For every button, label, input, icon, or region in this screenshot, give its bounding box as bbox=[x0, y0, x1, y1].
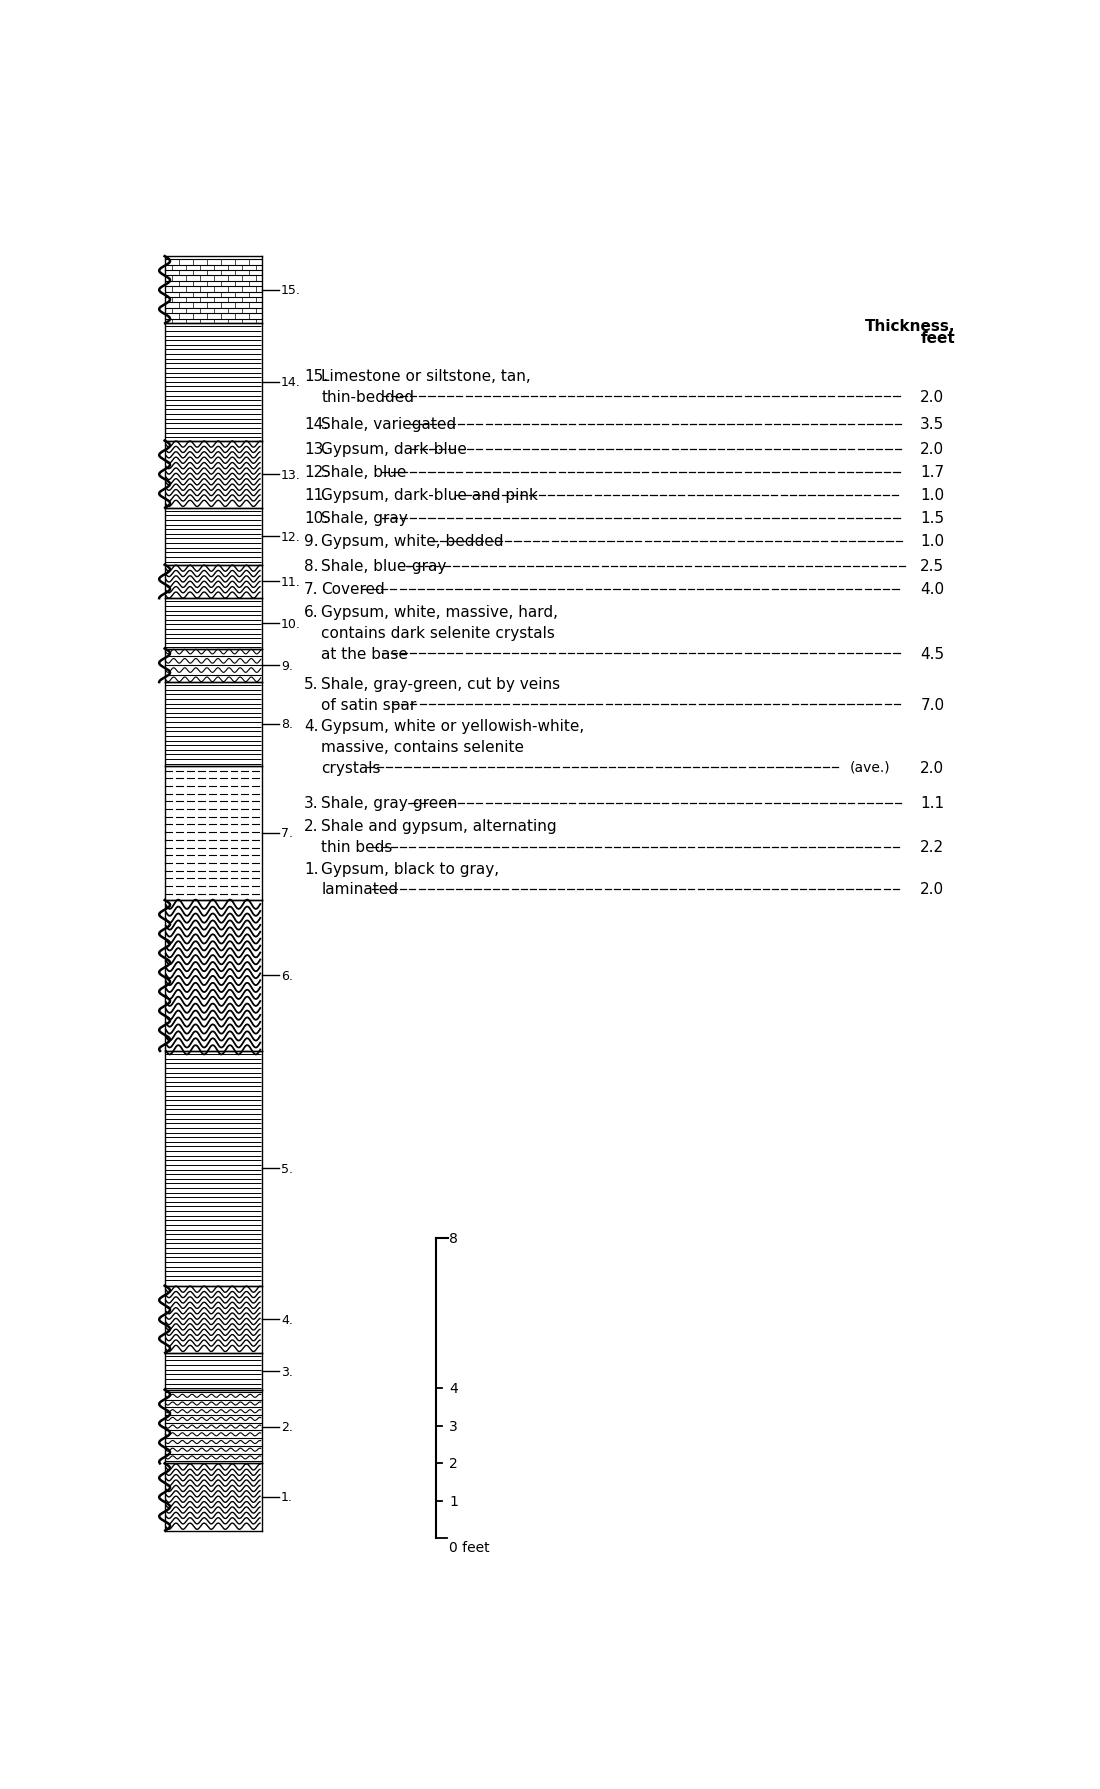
Text: laminated: laminated bbox=[321, 882, 398, 896]
Text: (ave.): (ave.) bbox=[849, 760, 890, 775]
Text: Gypsum, dark-blue and pink: Gypsum, dark-blue and pink bbox=[321, 488, 538, 503]
Text: Shale, gray: Shale, gray bbox=[321, 512, 408, 526]
Text: 15.: 15. bbox=[280, 284, 300, 297]
Text: 5.: 5. bbox=[304, 676, 319, 691]
Text: Shale and gypsum, alternating: Shale and gypsum, alternating bbox=[321, 819, 557, 834]
Bar bbox=[165, 324, 262, 442]
Text: 10.: 10. bbox=[280, 617, 300, 630]
Text: 3.: 3. bbox=[304, 796, 319, 810]
Text: 12.: 12. bbox=[304, 465, 328, 479]
Text: 1.5: 1.5 bbox=[921, 512, 945, 526]
Text: Gypsum, black to gray,: Gypsum, black to gray, bbox=[321, 861, 499, 877]
Text: Shale, gray-green: Shale, gray-green bbox=[321, 796, 458, 810]
Bar bbox=[165, 900, 262, 1052]
Text: 7.: 7. bbox=[304, 581, 319, 598]
Text: thin-bedded: thin-bedded bbox=[321, 390, 415, 404]
Text: 9.: 9. bbox=[304, 535, 319, 549]
Text: 2.0: 2.0 bbox=[921, 760, 945, 775]
Text: of satin spar: of satin spar bbox=[321, 698, 417, 712]
Text: 11.: 11. bbox=[280, 576, 300, 589]
Bar bbox=[165, 766, 262, 900]
Text: crystals: crystals bbox=[321, 760, 381, 775]
Text: 8.: 8. bbox=[304, 558, 319, 574]
Text: 6.: 6. bbox=[280, 970, 293, 982]
Bar bbox=[165, 599, 262, 649]
Text: 4.: 4. bbox=[304, 719, 319, 733]
Bar bbox=[165, 442, 262, 508]
Text: 2.0: 2.0 bbox=[921, 442, 945, 456]
Text: 2.5: 2.5 bbox=[921, 558, 945, 574]
Text: 13.: 13. bbox=[280, 469, 300, 481]
Text: 9.: 9. bbox=[280, 660, 293, 673]
Text: 7.: 7. bbox=[280, 827, 293, 841]
Text: Shale, variegated: Shale, variegated bbox=[321, 417, 456, 433]
Text: 2.0: 2.0 bbox=[921, 390, 945, 404]
Text: 14.: 14. bbox=[280, 376, 300, 390]
Text: 13.: 13. bbox=[304, 442, 329, 456]
Text: Shale, blue: Shale, blue bbox=[321, 465, 407, 479]
Text: 3.5: 3.5 bbox=[921, 417, 945, 433]
Text: 4.0: 4.0 bbox=[921, 581, 945, 598]
Text: 1: 1 bbox=[449, 1494, 458, 1508]
Text: Gypsum, white or yellowish-white,: Gypsum, white or yellowish-white, bbox=[321, 719, 584, 733]
Text: Limestone or siltstone, tan,: Limestone or siltstone, tan, bbox=[321, 369, 531, 383]
Text: 8: 8 bbox=[449, 1231, 458, 1245]
Bar bbox=[165, 565, 262, 599]
Text: 0 feet: 0 feet bbox=[449, 1540, 490, 1555]
Bar bbox=[165, 649, 262, 683]
Text: 11.: 11. bbox=[304, 488, 328, 503]
Text: feet: feet bbox=[921, 331, 955, 347]
Text: thin beds: thin beds bbox=[321, 839, 393, 855]
Text: 2.: 2. bbox=[304, 819, 319, 834]
Text: 4.: 4. bbox=[280, 1313, 293, 1326]
Text: 2.: 2. bbox=[280, 1420, 293, 1433]
Text: Shale, gray-green, cut by veins: Shale, gray-green, cut by veins bbox=[321, 676, 560, 691]
Text: 8.: 8. bbox=[280, 717, 293, 732]
Bar bbox=[165, 1463, 262, 1531]
Text: 1.7: 1.7 bbox=[921, 465, 945, 479]
Text: 6.: 6. bbox=[304, 605, 319, 619]
Text: 2.0: 2.0 bbox=[921, 882, 945, 896]
Text: 2.2: 2.2 bbox=[921, 839, 945, 855]
Text: Shale, blue-gray: Shale, blue-gray bbox=[321, 558, 447, 574]
Text: 14.: 14. bbox=[304, 417, 328, 433]
Text: 3: 3 bbox=[449, 1419, 458, 1433]
Text: 10.: 10. bbox=[304, 512, 328, 526]
Text: Thickness,: Thickness, bbox=[865, 318, 955, 335]
Text: 12.: 12. bbox=[280, 530, 300, 544]
Bar bbox=[165, 1052, 262, 1286]
Text: 7.0: 7.0 bbox=[921, 698, 945, 712]
Text: 4.5: 4.5 bbox=[921, 646, 945, 662]
Text: massive, contains selenite: massive, contains selenite bbox=[321, 739, 525, 755]
Bar bbox=[165, 508, 262, 565]
Text: 1.: 1. bbox=[280, 1490, 293, 1503]
Bar bbox=[165, 1390, 262, 1463]
Bar bbox=[165, 258, 262, 324]
Text: Covered: Covered bbox=[321, 581, 385, 598]
Text: 3.: 3. bbox=[280, 1365, 293, 1378]
Text: 1.1: 1.1 bbox=[921, 796, 945, 810]
Text: 2: 2 bbox=[449, 1456, 458, 1471]
Text: 15.: 15. bbox=[304, 369, 328, 383]
Text: Gypsum, white, massive, hard,: Gypsum, white, massive, hard, bbox=[321, 605, 558, 619]
Text: at the base: at the base bbox=[321, 646, 408, 662]
Bar bbox=[165, 1286, 262, 1352]
Text: 4: 4 bbox=[449, 1381, 458, 1395]
Text: contains dark selenite crystals: contains dark selenite crystals bbox=[321, 626, 556, 640]
Text: 5.: 5. bbox=[280, 1163, 293, 1175]
Bar bbox=[165, 1352, 262, 1390]
Text: Gypsum, dark-blue: Gypsum, dark-blue bbox=[321, 442, 468, 456]
Text: 1.: 1. bbox=[304, 861, 319, 877]
Text: Gypsum, white, bedded: Gypsum, white, bedded bbox=[321, 535, 504, 549]
Text: 1.0: 1.0 bbox=[921, 488, 945, 503]
Text: 1.0: 1.0 bbox=[921, 535, 945, 549]
Bar bbox=[165, 683, 262, 766]
